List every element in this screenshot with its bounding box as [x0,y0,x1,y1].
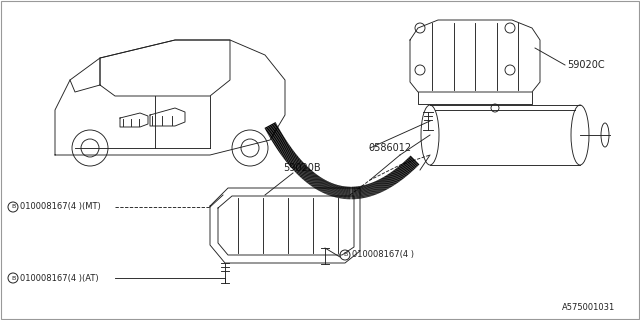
Text: B: B [11,204,15,210]
Text: B: B [11,276,15,281]
Text: 59020B: 59020B [283,163,321,173]
Text: A575001031: A575001031 [562,303,615,313]
Text: 010008167(4 )(MT): 010008167(4 )(MT) [20,203,100,212]
Text: 010008167(4 ): 010008167(4 ) [352,251,414,260]
Text: 0586012: 0586012 [368,143,411,153]
Text: B: B [343,252,347,258]
Text: 59020C: 59020C [567,60,605,70]
Text: 010008167(4 )(AT): 010008167(4 )(AT) [20,274,99,283]
